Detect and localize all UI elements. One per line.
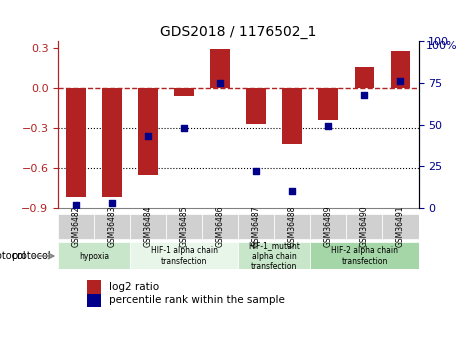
- Text: HIF-2 alpha chain
transfection: HIF-2 alpha chain transfection: [331, 246, 398, 266]
- Text: hypoxia: hypoxia: [79, 252, 109, 260]
- Text: GSM36489: GSM36489: [324, 206, 333, 247]
- Text: GSM36485: GSM36485: [180, 206, 189, 247]
- Text: GSM36490: GSM36490: [360, 206, 369, 247]
- FancyBboxPatch shape: [311, 242, 418, 269]
- FancyBboxPatch shape: [311, 214, 346, 239]
- Point: [217, 80, 224, 86]
- FancyBboxPatch shape: [94, 214, 130, 239]
- FancyBboxPatch shape: [130, 242, 239, 269]
- FancyBboxPatch shape: [382, 214, 418, 239]
- Point: [180, 125, 188, 131]
- Point: [361, 92, 368, 98]
- FancyBboxPatch shape: [239, 242, 311, 269]
- Text: log2 ratio: log2 ratio: [108, 282, 159, 292]
- FancyBboxPatch shape: [346, 214, 382, 239]
- Point: [73, 202, 80, 207]
- Point: [325, 124, 332, 129]
- Text: GSM36491: GSM36491: [396, 206, 405, 247]
- Text: HIF-1 alpha chain
transfection: HIF-1 alpha chain transfection: [151, 246, 218, 266]
- Bar: [66, 88, 86, 197]
- Bar: [210, 49, 230, 88]
- Point: [108, 200, 116, 206]
- Text: protocol: protocol: [0, 251, 26, 261]
- FancyBboxPatch shape: [58, 214, 94, 239]
- Bar: [319, 88, 339, 120]
- Bar: [246, 88, 266, 124]
- Text: GSM36487: GSM36487: [252, 206, 261, 247]
- Bar: [354, 67, 374, 88]
- FancyBboxPatch shape: [166, 214, 202, 239]
- Bar: [87, 280, 101, 294]
- Bar: [174, 88, 194, 96]
- Bar: [282, 88, 302, 144]
- Text: 100%: 100%: [425, 41, 458, 51]
- Bar: [87, 294, 101, 307]
- FancyBboxPatch shape: [274, 214, 311, 239]
- Text: GSM36484: GSM36484: [144, 206, 153, 247]
- Point: [397, 79, 404, 84]
- Bar: [102, 88, 122, 197]
- FancyBboxPatch shape: [239, 214, 274, 239]
- FancyBboxPatch shape: [130, 214, 166, 239]
- Bar: [138, 88, 158, 175]
- FancyBboxPatch shape: [58, 242, 130, 269]
- Text: GSM36488: GSM36488: [288, 206, 297, 247]
- Text: HIF-1_mutant
alpha chain
transfection: HIF-1_mutant alpha chain transfection: [248, 241, 300, 271]
- Text: percentile rank within the sample: percentile rank within the sample: [108, 295, 285, 305]
- Text: protocol: protocol: [11, 251, 51, 261]
- Text: GSM36486: GSM36486: [216, 206, 225, 247]
- Title: GDS2018 / 1176502_1: GDS2018 / 1176502_1: [160, 25, 317, 39]
- Bar: [391, 51, 411, 88]
- FancyBboxPatch shape: [202, 214, 239, 239]
- Point: [252, 169, 260, 174]
- Text: GSM36483: GSM36483: [108, 206, 117, 247]
- Point: [289, 189, 296, 194]
- Point: [145, 134, 152, 139]
- Text: GSM36482: GSM36482: [72, 206, 80, 247]
